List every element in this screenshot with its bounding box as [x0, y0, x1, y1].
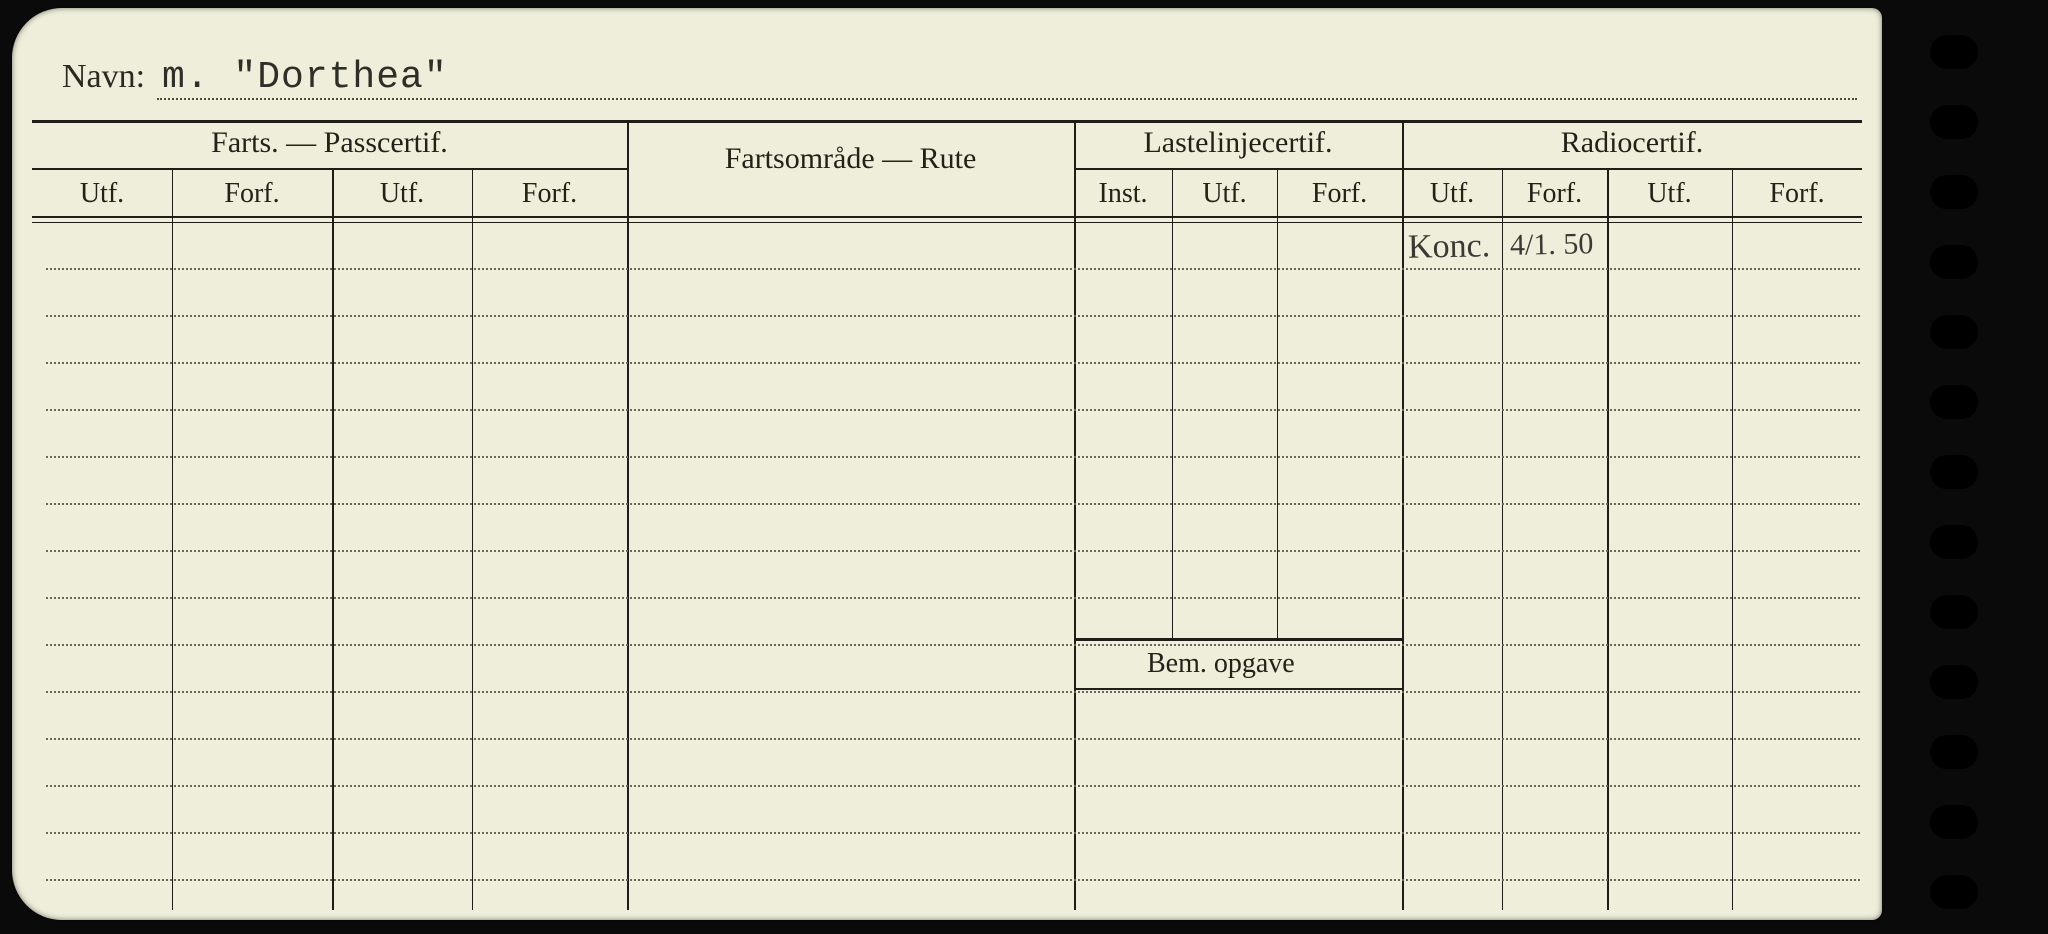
index-card: Navn: m. "Dorthea" Farts. — Passcertif. … [12, 8, 1882, 920]
rule-under-right [1074, 168, 1862, 170]
dotted-row [46, 597, 1860, 599]
hole [1930, 315, 1978, 349]
v-l1 [1172, 168, 1173, 638]
navn-label: Navn: [62, 58, 145, 96]
hole [1930, 805, 1978, 839]
sub-r-utf1: Utf. [1402, 178, 1502, 210]
sub-f-forf1: Forf. [172, 178, 332, 210]
navn-underline [157, 98, 1857, 100]
rule-under-farts [32, 168, 627, 170]
hole [1930, 595, 1978, 629]
dotted-row [46, 503, 1860, 505]
bem-underline [1074, 688, 1402, 690]
sub-l-forf: Forf. [1277, 178, 1402, 210]
dotted-row [46, 644, 1860, 646]
navn-value: m. "Dorthea" [162, 56, 448, 99]
header-double-rule [32, 222, 1862, 223]
dotted-row [46, 550, 1860, 552]
dotted-row [46, 691, 1860, 693]
hole [1930, 35, 1978, 69]
dotted-row [46, 409, 1860, 411]
sub-r-forf1: Forf. [1502, 178, 1607, 210]
v-f3 [472, 168, 473, 910]
sub-l-inst: Inst. [1074, 178, 1172, 210]
hdr-farts-pass: Farts. — Passcertif. [32, 126, 627, 160]
hdr-lastelinje: Lastelinjecertif. [1074, 126, 1402, 160]
hole [1930, 105, 1978, 139]
hole [1930, 665, 1978, 699]
v-f2 [332, 168, 334, 910]
v-rute-end [1074, 120, 1076, 910]
top-rule [32, 120, 1862, 123]
sub-f-utf2: Utf. [332, 178, 472, 210]
dotted-row [46, 315, 1860, 317]
v-l2 [1277, 168, 1278, 638]
hole [1930, 525, 1978, 559]
binder-holes [1890, 0, 2048, 934]
v-r2 [1607, 168, 1609, 910]
v-r1 [1502, 168, 1503, 910]
v-laste-end [1402, 120, 1404, 910]
hole [1930, 175, 1978, 209]
dotted-row [46, 268, 1860, 270]
hole [1930, 245, 1978, 279]
v-farts-end [627, 120, 629, 910]
dotted-row [46, 362, 1860, 364]
bem-label: Bem. opgave [1147, 648, 1295, 680]
v-f1 [172, 168, 173, 910]
dotted-row [46, 738, 1860, 740]
hole [1930, 735, 1978, 769]
sub-f-forf2: Forf. [472, 178, 627, 210]
hole [1930, 455, 1978, 489]
dotted-row [46, 879, 1860, 881]
header-bottom-rule [32, 216, 1862, 218]
hole [1930, 385, 1978, 419]
hole [1930, 875, 1978, 909]
dotted-row [46, 785, 1860, 787]
sub-l-utf: Utf. [1172, 178, 1277, 210]
sub-f-utf1: Utf. [32, 178, 172, 210]
radio-utf-handwritten: Konc. [1408, 227, 1491, 266]
hdr-fartsomrade: Fartsområde — Rute [627, 142, 1074, 176]
radio-forf-handwritten: 4/1. 50 [1510, 227, 1594, 262]
dotted-row [46, 832, 1860, 834]
dotted-row [46, 456, 1860, 458]
v-r3 [1732, 168, 1733, 910]
sub-r-forf2: Forf. [1732, 178, 1862, 210]
hdr-radio: Radiocertif. [1402, 126, 1862, 160]
sub-r-utf2: Utf. [1607, 178, 1732, 210]
